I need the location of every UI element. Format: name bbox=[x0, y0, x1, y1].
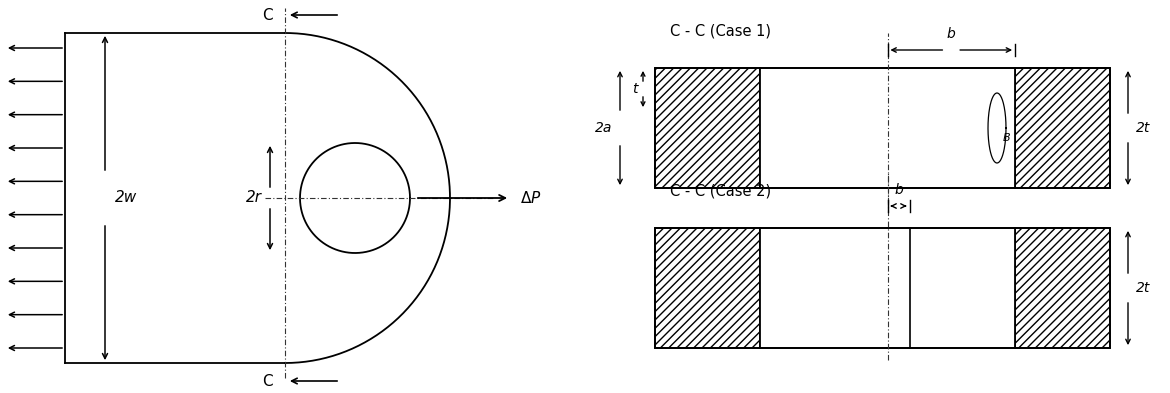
Bar bbox=[760, 228, 1016, 348]
Bar bbox=[655, 228, 1110, 348]
Bar bbox=[655, 228, 760, 348]
Text: B: B bbox=[1003, 133, 1011, 143]
Text: C: C bbox=[262, 373, 273, 389]
Bar bbox=[1016, 68, 1110, 188]
Bar bbox=[1016, 228, 1110, 348]
Text: 2t: 2t bbox=[1136, 121, 1150, 135]
Text: $\Delta P$: $\Delta P$ bbox=[519, 190, 542, 206]
Text: 2t: 2t bbox=[1136, 281, 1150, 295]
Text: b: b bbox=[947, 27, 956, 41]
Bar bbox=[760, 68, 1016, 188]
Text: 2r: 2r bbox=[246, 191, 262, 206]
Bar bbox=[655, 68, 760, 188]
Text: C - C (Case 2): C - C (Case 2) bbox=[670, 183, 771, 198]
Text: 2a: 2a bbox=[594, 121, 612, 135]
Text: C - C (Case 1): C - C (Case 1) bbox=[670, 23, 771, 38]
Text: b: b bbox=[894, 183, 903, 197]
Text: t: t bbox=[633, 82, 638, 96]
Bar bbox=[655, 68, 1110, 188]
Text: C: C bbox=[262, 7, 273, 22]
Text: 2w: 2w bbox=[115, 191, 137, 206]
